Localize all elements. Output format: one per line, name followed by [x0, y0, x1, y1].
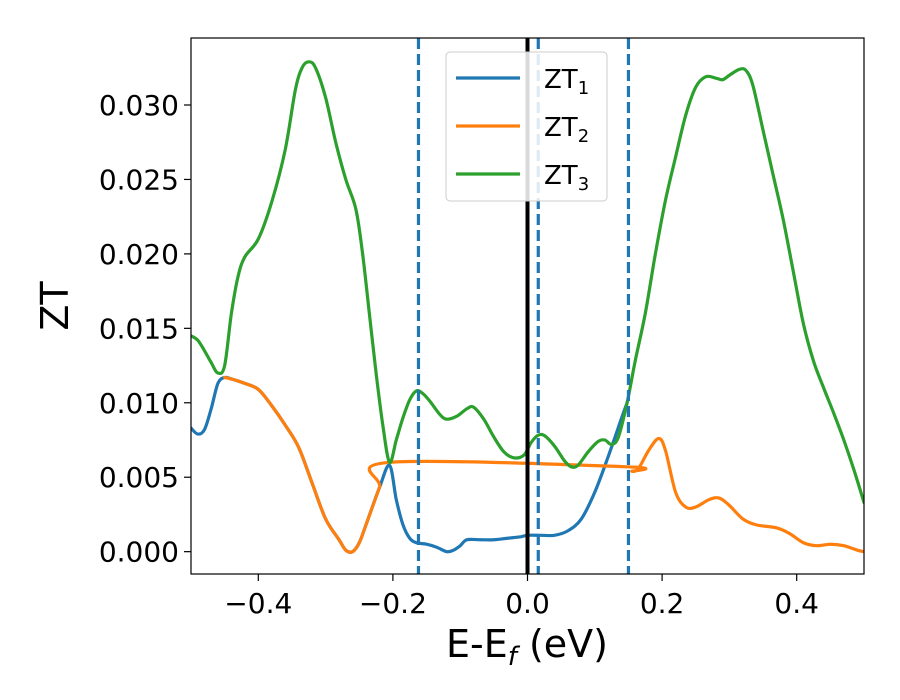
x-tick-label: −0.2: [359, 587, 427, 620]
x-axis-ticks: −0.4 −0.2 0.0 0.2 0.4: [224, 574, 819, 620]
y-tick-label: 0.010: [99, 387, 179, 420]
x-axis-title-base: E-E: [446, 622, 508, 666]
x-axis-title: E-Ef (eV): [446, 622, 608, 672]
legend-label-base: ZT: [544, 113, 578, 143]
legend-label-zt2: ZT2: [544, 113, 589, 147]
x-tick-label: 0.2: [640, 587, 685, 620]
legend-label-subscript: 3: [578, 174, 589, 195]
legend-label-base: ZT: [544, 65, 578, 95]
y-axis-ticks: 0.000 0.005 0.010 0.015 0.020 0.025 0.030: [99, 89, 191, 569]
series-line-zt2: [223, 375, 864, 554]
y-tick-label: 0.015: [99, 312, 179, 345]
x-tick-label: 0.4: [774, 587, 819, 620]
legend-label-zt3: ZT3: [544, 161, 589, 195]
x-axis-title-unit: (eV): [517, 622, 608, 666]
y-tick-label: 0.020: [99, 238, 179, 271]
legend-label-subscript: 2: [578, 126, 589, 147]
x-tick-label: 0.0: [505, 587, 550, 620]
legend-box: [445, 51, 608, 202]
legend-label-subscript: 1: [578, 78, 589, 99]
y-axis-title: ZT: [33, 281, 77, 331]
y-tick-label: 0.005: [99, 461, 179, 494]
series-line-zt3: [191, 60, 864, 505]
x-tick-label: −0.4: [224, 587, 292, 620]
y-tick-label: 0.000: [99, 536, 179, 569]
y-tick-label: 0.025: [99, 163, 179, 196]
legend-label-base: ZT: [544, 161, 578, 191]
legend-label-zt1: ZT1: [544, 65, 589, 99]
y-tick-label: 0.030: [99, 89, 179, 122]
